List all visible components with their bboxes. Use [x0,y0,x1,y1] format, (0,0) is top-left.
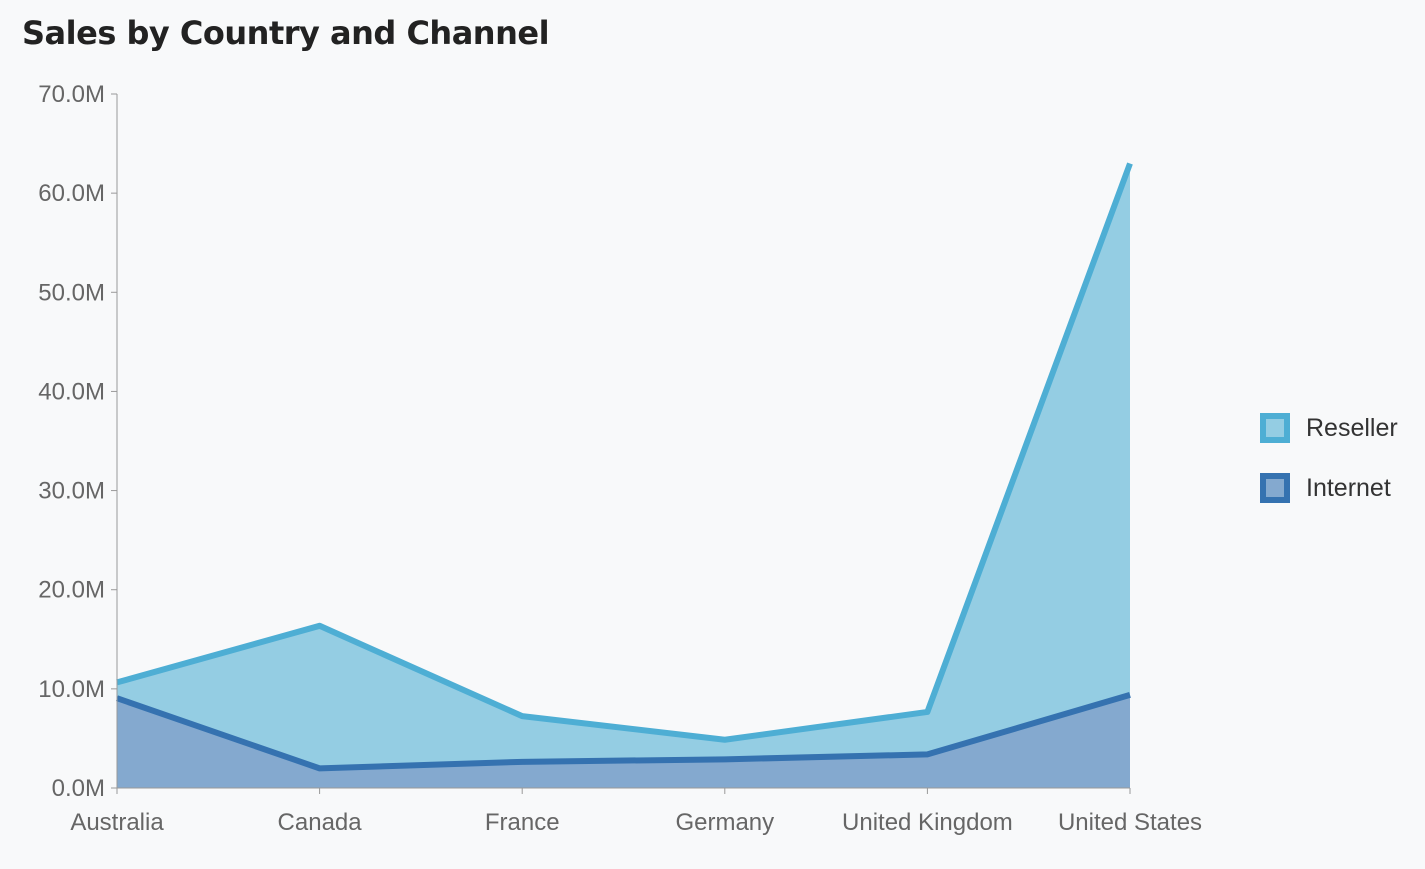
x-tick-label: Germany [675,809,774,836]
y-tick-label: 50.0M [38,279,105,306]
internet-swatch [1260,473,1290,503]
reseller-line [116,162,1133,743]
legend-item-internet[interactable]: Internet [1260,470,1398,506]
y-tick-label: 10.0M [38,676,105,703]
y-tick-label: 20.0M [38,577,105,604]
x-tick-label: United States [1058,809,1202,836]
reseller-swatch [1260,413,1290,443]
y-tick-label: 40.0M [38,378,105,405]
legend-item-reseller[interactable]: Reseller [1260,410,1398,446]
y-tick-label: 0.0M [52,775,105,802]
x-tick-label: Canada [278,809,363,836]
legend: Reseller Internet [1260,410,1398,530]
x-tick-label: France [485,809,560,836]
legend-label: Internet [1306,473,1391,502]
y-tick-label: 30.0M [38,478,105,505]
x-tick-label: Australia [70,809,164,836]
y-tick-label: 60.0M [38,180,105,207]
reseller-area [117,163,1130,769]
legend-label: Reseller [1306,413,1398,442]
internet-area [117,694,1130,788]
y-tick-label: 70.0M [38,81,105,108]
chart-title: Sales by Country and Channel [22,14,550,52]
internet-line [116,692,1131,772]
x-tick-label: United Kingdom [842,809,1013,836]
